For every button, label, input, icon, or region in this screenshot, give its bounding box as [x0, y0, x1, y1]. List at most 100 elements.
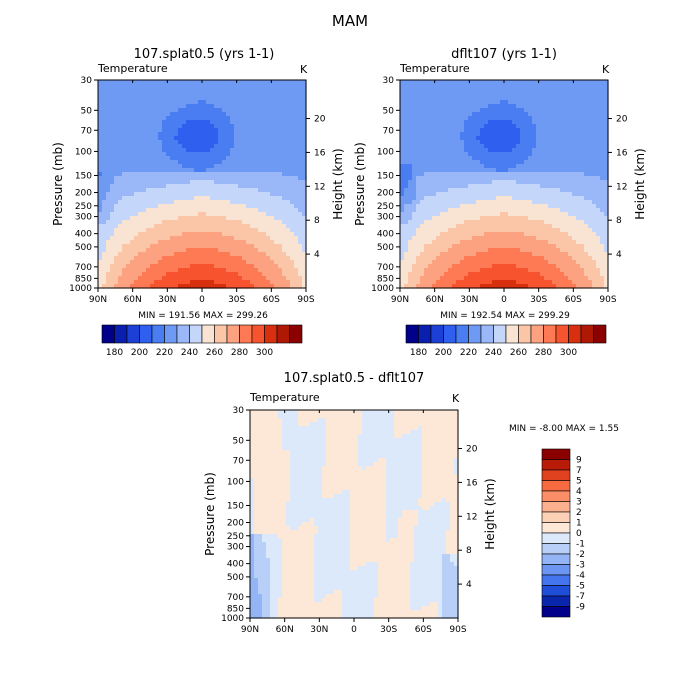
- contour-cell: [118, 136, 123, 141]
- contour-cell: [564, 188, 569, 193]
- contour-cell: [182, 204, 187, 209]
- contour-cell: [536, 160, 541, 165]
- contour-cell: [258, 280, 263, 285]
- contour-cell: [544, 200, 549, 205]
- contour-cell: [110, 212, 115, 217]
- contour-cell: [130, 132, 135, 137]
- contour-cell: [154, 256, 159, 261]
- contour-cell: [142, 204, 147, 209]
- contour-cell: [242, 256, 247, 261]
- contour-cell: [126, 164, 131, 169]
- contour-cell: [286, 136, 291, 141]
- contour-cell: [504, 224, 509, 229]
- contour-cell: [496, 240, 501, 245]
- contour-cell: [138, 132, 143, 137]
- contour-cell: [552, 168, 557, 173]
- contour-cell: [278, 168, 283, 173]
- contour-cell: [516, 152, 521, 157]
- contour-cell: [400, 136, 405, 141]
- contour-cell: [552, 268, 557, 273]
- contour-cell: [254, 152, 259, 157]
- contour-cell: [504, 80, 509, 85]
- contour-cell: [412, 248, 417, 253]
- contour-cell: [278, 92, 283, 97]
- contour-cell: [146, 172, 151, 177]
- contour-cell: [130, 220, 135, 225]
- contour-cell: [242, 156, 247, 161]
- contour-cell: [274, 108, 279, 113]
- contour-cell: [500, 200, 505, 205]
- contour-cell: [274, 176, 279, 181]
- contour-cell: [468, 208, 473, 213]
- contour-cell: [194, 204, 199, 209]
- contour-cell: [254, 128, 259, 133]
- contour-cell: [484, 240, 489, 245]
- contour-cell: [226, 268, 231, 273]
- contour-cell: [122, 168, 127, 173]
- contour-cell: [404, 144, 409, 149]
- contour-cell: [262, 216, 267, 221]
- contour-cell: [484, 188, 489, 193]
- contour-cell: [266, 256, 271, 261]
- contour-cell: [516, 280, 521, 285]
- contour-cell: [98, 256, 103, 261]
- contour-cell: [150, 88, 155, 93]
- contour-cell: [270, 84, 275, 89]
- contour-cell: [544, 100, 549, 105]
- contour-cell: [532, 84, 537, 89]
- contour-cell: [416, 228, 421, 233]
- contour-cell: [170, 228, 175, 233]
- contour-cell: [476, 120, 481, 125]
- contour-cell: [504, 216, 509, 221]
- contour-cell: [436, 160, 441, 165]
- contour-cell: [516, 220, 521, 225]
- contour-cell: [516, 116, 521, 121]
- contour-cell: [298, 176, 303, 181]
- contour-cell: [142, 80, 147, 85]
- contour-cell: [194, 260, 199, 265]
- contour-cell: [416, 284, 421, 289]
- contour-cell: [536, 112, 541, 117]
- contour-cell: [274, 268, 279, 273]
- contour-cell: [98, 244, 103, 249]
- contour-cell: [258, 128, 263, 133]
- contour-cell: [504, 188, 509, 193]
- contour-cell: [298, 272, 303, 277]
- contour-cell: [408, 156, 413, 161]
- contour-cell: [408, 188, 413, 193]
- contour-cell: [282, 184, 287, 189]
- contour-cell: [190, 104, 195, 109]
- contour-cell: [130, 284, 135, 289]
- contour-cell: [190, 136, 195, 141]
- contour-cell: [226, 256, 231, 261]
- contour-cell: [432, 132, 437, 137]
- contour-cell: [552, 248, 557, 253]
- contour-cell: [202, 240, 207, 245]
- contour-cell: [444, 144, 449, 149]
- contour-cell: [122, 100, 127, 105]
- contour-cell: [400, 220, 405, 225]
- contour-cell: [246, 284, 251, 289]
- contour-cell: [158, 96, 163, 101]
- contour-cell: [468, 128, 473, 133]
- contour-cell: [464, 220, 469, 225]
- contour-cell: [548, 252, 553, 257]
- contour-cell: [448, 104, 453, 109]
- contour-cell: [444, 272, 449, 277]
- contour-cell: [142, 176, 147, 181]
- contour-cell: [98, 172, 103, 177]
- contour-cell: [142, 120, 147, 125]
- contour-cell: [174, 132, 179, 137]
- contour-cell: [282, 236, 287, 241]
- contour-cell: [102, 136, 107, 141]
- contour-cell: [266, 240, 271, 245]
- contour-cell: [496, 280, 501, 285]
- contour-cell: [544, 252, 549, 257]
- contour-cell: [194, 92, 199, 97]
- contour-cell: [540, 252, 545, 257]
- contour-cell: [464, 232, 469, 237]
- contour-cell: [294, 232, 299, 237]
- contour-cell: [564, 240, 569, 245]
- contour-cell: [118, 248, 123, 253]
- contour-cell: [170, 248, 175, 253]
